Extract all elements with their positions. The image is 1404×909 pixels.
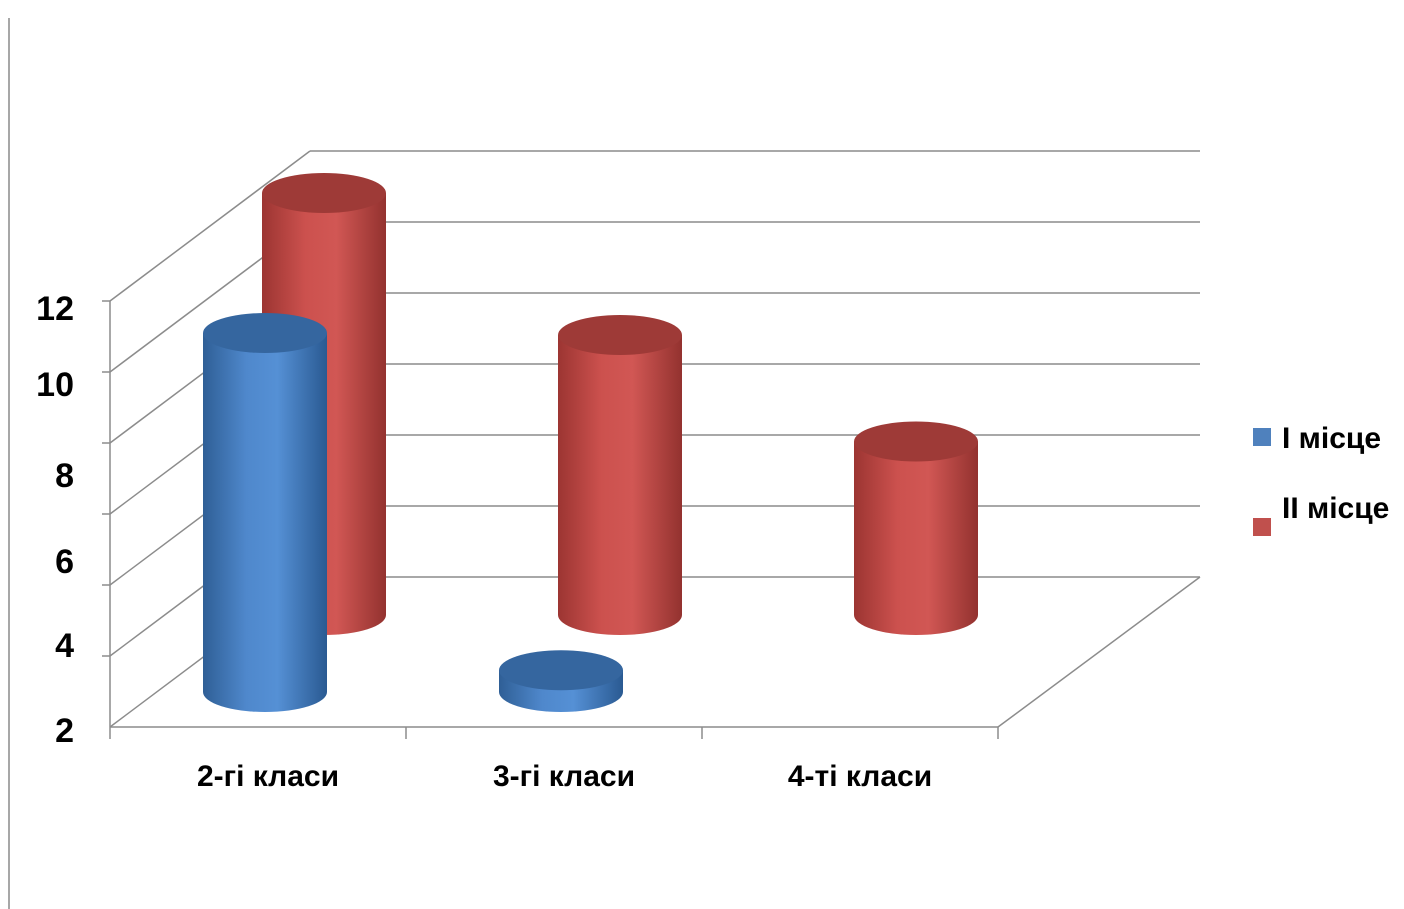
axes [102, 300, 1201, 739]
bar-series-2-2 [558, 315, 682, 635]
legend-swatch-series-1 [1253, 428, 1271, 446]
y-tick-label: 10 [36, 366, 74, 404]
series-ii-bars [262, 173, 978, 635]
gridline-side [109, 150, 311, 302]
floor-right-edge [997, 576, 1201, 728]
y-tick-label: 6 [55, 543, 74, 581]
x-category-label: 4-ті класи [788, 760, 932, 793]
y-tick-label: 2 [55, 712, 74, 750]
series-i-bars [203, 313, 623, 712]
bar-series-2-2-body [558, 335, 682, 635]
legend-label-series-1: І місце [1282, 422, 1381, 455]
bar-series-2-3 [854, 421, 978, 635]
bar-series-2-3-top [854, 421, 978, 462]
bar-series-2-3-body [854, 441, 978, 635]
bar-series-1-2 [499, 650, 623, 712]
bar-series-1-1 [203, 313, 327, 712]
bar-series-1-1-body [203, 333, 327, 712]
legend: І місце ІІ місце [1253, 422, 1389, 536]
x-category-label: 3-гі класи [493, 760, 635, 793]
y-tick-label: 8 [55, 457, 74, 495]
bar-series-1-1-top [203, 313, 327, 353]
axis-labels: 2 4 6 8 10 12 2-гі класи 3-гі класи 4-ті класи [36, 290, 932, 793]
bar-series-1-2-top [499, 650, 623, 691]
x-category-label: 2-гі класи [197, 760, 339, 793]
legend-label-series-2: ІІ місце [1282, 492, 1389, 525]
legend-swatch-series-2 [1253, 518, 1271, 536]
bar-series-2-2-top [558, 315, 682, 355]
y-tick-label: 4 [55, 627, 74, 665]
y-tick-label: 12 [36, 290, 74, 328]
bar-series-2-1-top [262, 173, 386, 213]
